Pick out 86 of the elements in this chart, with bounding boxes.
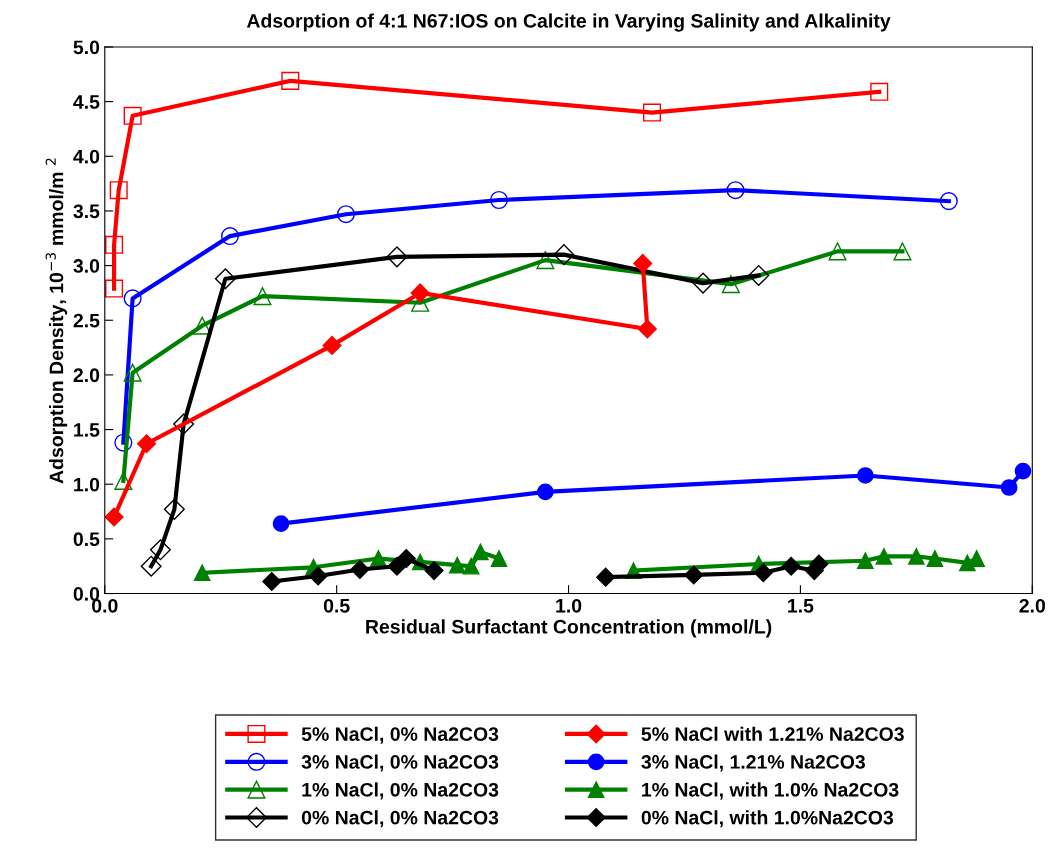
point (123, 363, 142, 382)
point (123, 106, 142, 125)
x-tick-label: 1.0 (556, 598, 582, 613)
legend-label: 1% NaCl, 0% Na2CO3 (302, 782, 499, 800)
point (828, 242, 847, 261)
point (137, 434, 157, 454)
point (105, 279, 124, 298)
legend-label: 5% NaCl, 0% Na2CO3 (301, 726, 499, 744)
legend-label: 1% NaCl, with 1.0% Na2CO3 (642, 782, 899, 800)
point (350, 559, 370, 580)
point (637, 319, 657, 339)
y-axis-title: Adsorption Density, 10$^{−3}$ mmol/m $^{2}$ (45, 158, 68, 484)
y-tick-label: 2.5 (73, 313, 100, 328)
point (104, 507, 124, 527)
point (462, 557, 480, 575)
y-tick-label: 1.0 (74, 477, 100, 492)
y-tick-label: 3.0 (73, 259, 100, 273)
point (856, 552, 874, 570)
point (472, 543, 489, 561)
point (856, 467, 874, 484)
y-tick-label: 0.0 (73, 587, 100, 601)
x-tick-label: 0.5 (323, 598, 350, 613)
x-axis-title: Residual Surfactant Concentration (mmol/L) (366, 619, 772, 638)
legend-label: 5% NaCl with 1.21% Na2CO3 (641, 726, 904, 741)
point (893, 242, 912, 261)
point (336, 205, 355, 224)
y-tick-label: 2.0 (73, 368, 100, 383)
point (272, 515, 290, 532)
point (875, 548, 893, 565)
legend-label: 0% NaCl, 0% Na2CO3 (301, 810, 499, 828)
point (489, 190, 509, 210)
y-tick-label: 1.5 (74, 423, 100, 437)
point (410, 283, 430, 303)
point (253, 287, 272, 306)
point (281, 71, 300, 90)
point (781, 556, 801, 576)
y-tick-label: 4.0 (73, 149, 100, 164)
point (322, 335, 342, 355)
y-tick-label: 4.5 (73, 95, 100, 109)
point (726, 181, 745, 200)
point (926, 550, 944, 567)
point (753, 563, 773, 583)
y-tick-label: 0.5 (73, 532, 100, 547)
x-tick-label: 2.0 (1019, 598, 1045, 613)
point (642, 103, 662, 122)
y-tick-label: 3.5 (73, 204, 100, 219)
point (163, 498, 185, 520)
point (596, 567, 616, 587)
point (123, 289, 142, 308)
y-tick-label: 5.0 (73, 40, 100, 55)
point (536, 251, 555, 270)
point (173, 413, 195, 435)
legend-label: 0% NaCl, with 1.0%Na2CO3 (641, 810, 894, 828)
point (114, 433, 133, 452)
point (386, 246, 408, 268)
point (105, 235, 124, 254)
point (939, 192, 958, 211)
point (396, 549, 416, 569)
legend-label: 3% NaCl, 1.21% Na2CO3 (641, 754, 865, 772)
point (553, 244, 575, 266)
point (490, 550, 508, 567)
x-tick-label: 0.0 (92, 598, 118, 613)
legend-label: 3% NaCl, 0% Na2CO3 (301, 754, 499, 772)
point (1014, 462, 1032, 480)
point (1000, 479, 1018, 496)
point (193, 316, 212, 335)
point (721, 275, 740, 294)
x-tick-label: 1.5 (788, 599, 814, 613)
point (748, 264, 770, 286)
point (448, 556, 466, 574)
point (140, 555, 162, 577)
point (870, 82, 889, 101)
point (684, 565, 704, 585)
point (193, 564, 211, 582)
point (692, 272, 714, 294)
point (424, 561, 444, 581)
point (220, 227, 240, 246)
point (633, 253, 653, 273)
point (908, 548, 925, 565)
point (149, 539, 171, 561)
point (308, 566, 328, 586)
chart-title: Adsorption of 4:1 N67:IOS on Calcite in Varying Salinity and Alkalinity (246, 13, 891, 32)
point (109, 181, 128, 200)
point (262, 571, 282, 592)
point (214, 268, 236, 290)
point (537, 483, 554, 501)
